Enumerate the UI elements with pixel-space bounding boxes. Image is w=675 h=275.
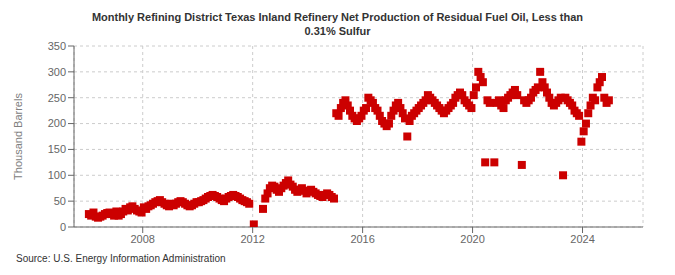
svg-text:2024: 2024: [570, 233, 594, 245]
html-text:Source: U.S. Energy Informatio: Source: U.S. Energy Information Administ…: [16, 253, 226, 264]
svg-text:2008: 2008: [130, 233, 154, 245]
svg-text:150: 150: [48, 143, 66, 155]
svg-text:350: 350: [48, 40, 66, 52]
html-text:Monthly Refining District Texa: Monthly Refining District Texas Inland R…: [91, 11, 584, 23]
svg-text:2016: 2016: [350, 233, 374, 245]
svg-text:2012: 2012: [240, 233, 264, 245]
svg-text:300: 300: [48, 66, 66, 78]
svg-text:100: 100: [48, 169, 66, 181]
svg-text:250: 250: [48, 92, 66, 104]
svg-text:0: 0: [60, 221, 66, 233]
svg-text:200: 200: [48, 117, 66, 129]
svg-text:50: 50: [54, 195, 66, 207]
svg-text:Thousand Barrels: Thousand Barrels: [12, 93, 24, 180]
html-text:0.31% Sulfur: 0.31% Sulfur: [304, 25, 371, 37]
svg-text:2020: 2020: [460, 233, 484, 245]
